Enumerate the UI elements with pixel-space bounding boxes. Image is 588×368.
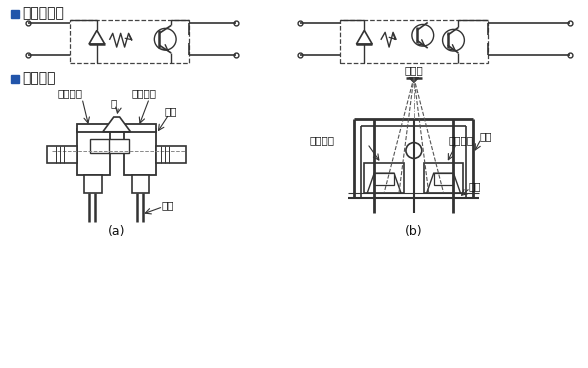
Circle shape [406, 143, 422, 158]
Text: 发光元件: 发光元件 [57, 88, 82, 98]
Text: 导线: 导线 [468, 181, 481, 191]
Bar [77, 124, 156, 132]
Bar [132, 175, 149, 193]
Bar [424, 163, 463, 193]
Polygon shape [356, 30, 372, 44]
Polygon shape [368, 173, 401, 193]
Bar [90, 139, 110, 153]
Bar [11, 75, 19, 82]
Bar [77, 129, 110, 175]
Polygon shape [103, 117, 131, 132]
Bar [156, 146, 186, 163]
Bar [109, 139, 129, 153]
Text: 壳体: 壳体 [479, 131, 492, 141]
Text: 发光元件: 发光元件 [449, 136, 473, 146]
Text: 反射物: 反射物 [405, 65, 423, 75]
Text: 光电开关: 光电开关 [22, 72, 56, 86]
Text: 接收元件: 接收元件 [132, 88, 156, 98]
Text: 窗: 窗 [111, 98, 117, 108]
Bar [11, 10, 19, 18]
Text: 导线: 导线 [161, 201, 174, 210]
Text: (b): (b) [405, 225, 423, 238]
Bar [123, 129, 156, 175]
Polygon shape [427, 173, 460, 193]
Text: 壳体: 壳体 [164, 106, 177, 116]
Bar [339, 20, 488, 63]
Bar [48, 146, 77, 163]
Polygon shape [89, 30, 105, 44]
Bar [434, 173, 453, 185]
Bar [70, 20, 189, 63]
Bar [84, 175, 102, 193]
Text: 接收元件: 接收元件 [310, 136, 335, 146]
Bar [365, 163, 404, 193]
Text: (a): (a) [108, 225, 125, 238]
Polygon shape [409, 78, 419, 82]
Bar [374, 173, 394, 185]
Text: 光电耦合器: 光电耦合器 [22, 7, 65, 21]
